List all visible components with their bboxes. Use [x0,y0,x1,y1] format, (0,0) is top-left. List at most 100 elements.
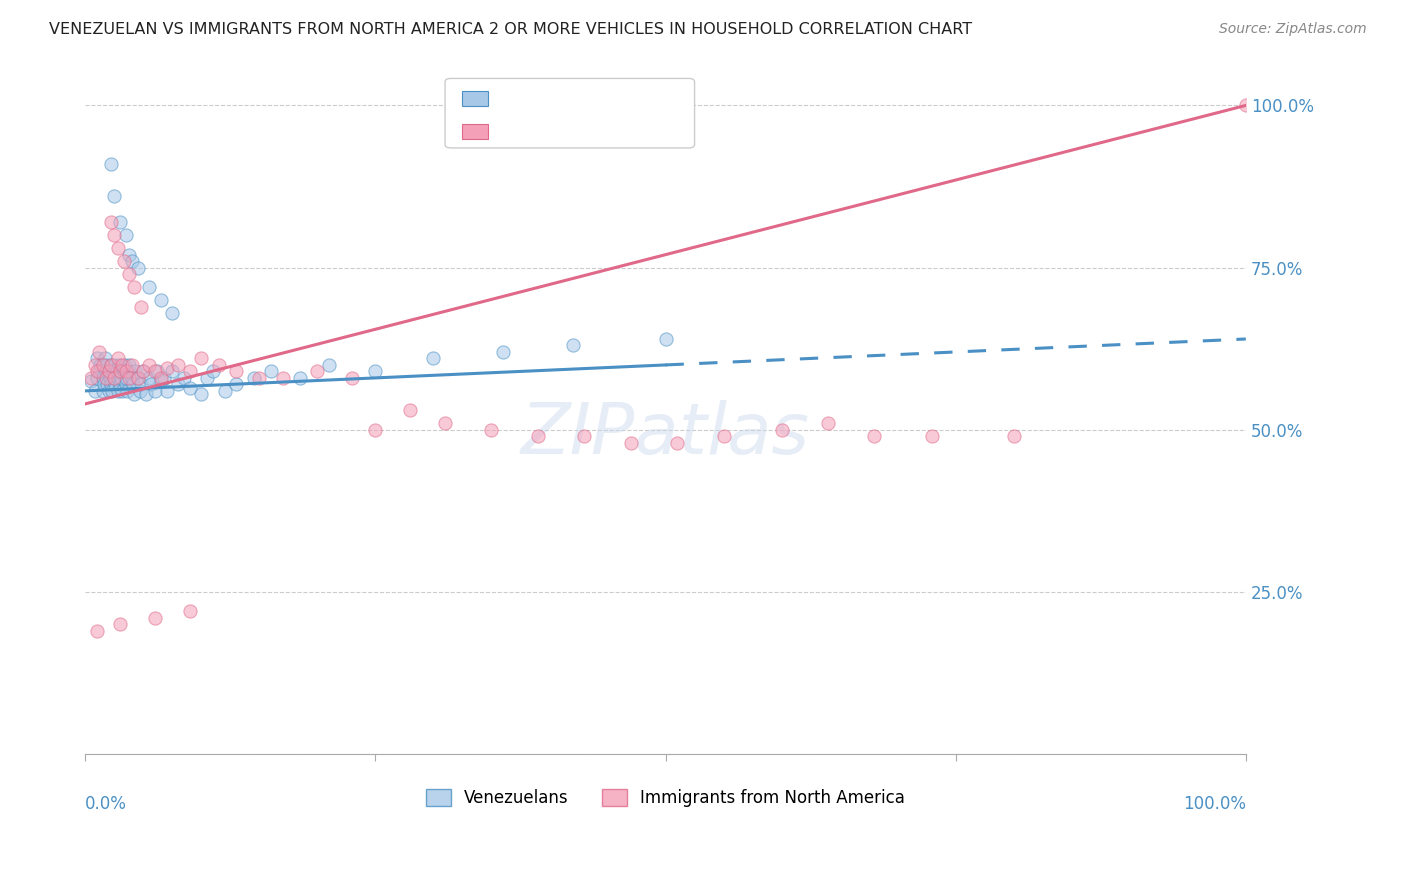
Point [138,280,160,294]
Point [100,358,122,372]
Point [492,345,515,359]
Point [86,351,108,366]
Bar [463,124,488,139]
FancyBboxPatch shape [446,78,695,148]
Point [225,364,247,378]
Point [118,267,141,281]
Point [481,423,503,437]
Point [121,371,143,385]
Point [260,364,283,378]
Point [214,384,236,398]
Point [122,387,145,401]
Point [111,384,134,398]
Point [86,371,108,385]
Point [110,371,132,385]
Point [121,358,143,372]
Point [96,358,118,372]
Point [114,358,136,372]
Point [141,377,163,392]
Point [620,435,643,450]
Point [195,371,218,385]
Point [129,300,152,314]
Point [108,364,131,378]
Point [143,384,166,398]
Text: N = 72: N = 72 [602,88,664,107]
Point [112,254,135,268]
Point [115,364,138,378]
Point [118,247,141,261]
Text: N = 45: N = 45 [602,121,664,139]
Point [342,371,364,385]
Point [1234,98,1257,112]
Point [817,417,839,431]
Point [103,228,125,243]
Point [149,371,172,385]
Point [96,364,118,378]
Point [117,364,139,378]
Point [94,351,117,366]
Point [107,384,129,398]
Point [666,435,689,450]
Point [101,384,124,398]
Point [105,364,128,378]
Text: R = 0.075: R = 0.075 [498,88,581,107]
Point [574,429,596,443]
Point [83,358,105,372]
Point [91,384,114,398]
Point [100,358,122,372]
Point [108,377,131,392]
Point [89,358,111,372]
Point [318,358,340,372]
Point [108,617,131,632]
Point [155,384,177,398]
Point [129,377,152,392]
Point [162,306,184,320]
Point [1002,429,1025,443]
Point [190,351,212,366]
Point [422,351,444,366]
Point [247,371,270,385]
Point [713,429,735,443]
Point [115,384,138,398]
Point [138,371,160,385]
Point [921,429,943,443]
Point [149,374,172,388]
Point [288,371,311,385]
Point [143,364,166,378]
Point [89,364,111,378]
Text: 0.0%: 0.0% [86,795,127,814]
Point [208,358,231,372]
Point [96,371,118,385]
Point [132,364,155,378]
Point [561,338,583,352]
Point [80,374,103,388]
Point [115,377,138,392]
Point [179,381,201,395]
Point [103,358,125,372]
Point [121,254,143,268]
Text: 100.0%: 100.0% [1182,795,1246,814]
Point [179,364,201,378]
Point [98,371,121,385]
Point [104,377,127,392]
Point [124,364,146,378]
Point [527,429,550,443]
Point [167,377,190,392]
Point [122,377,145,392]
Point [97,364,120,378]
Point [108,215,131,229]
Legend: Venezuelans, Immigrants from North America: Venezuelans, Immigrants from North Ameri… [419,782,912,814]
Point [115,228,138,243]
Point [111,358,134,372]
Point [122,280,145,294]
Point [118,371,141,385]
Point [364,423,387,437]
Point [364,364,387,378]
Point [162,364,184,378]
Point [863,429,886,443]
Point [103,189,125,203]
Point [83,384,105,398]
Point [97,384,120,398]
Point [153,371,176,385]
Point [91,371,114,385]
